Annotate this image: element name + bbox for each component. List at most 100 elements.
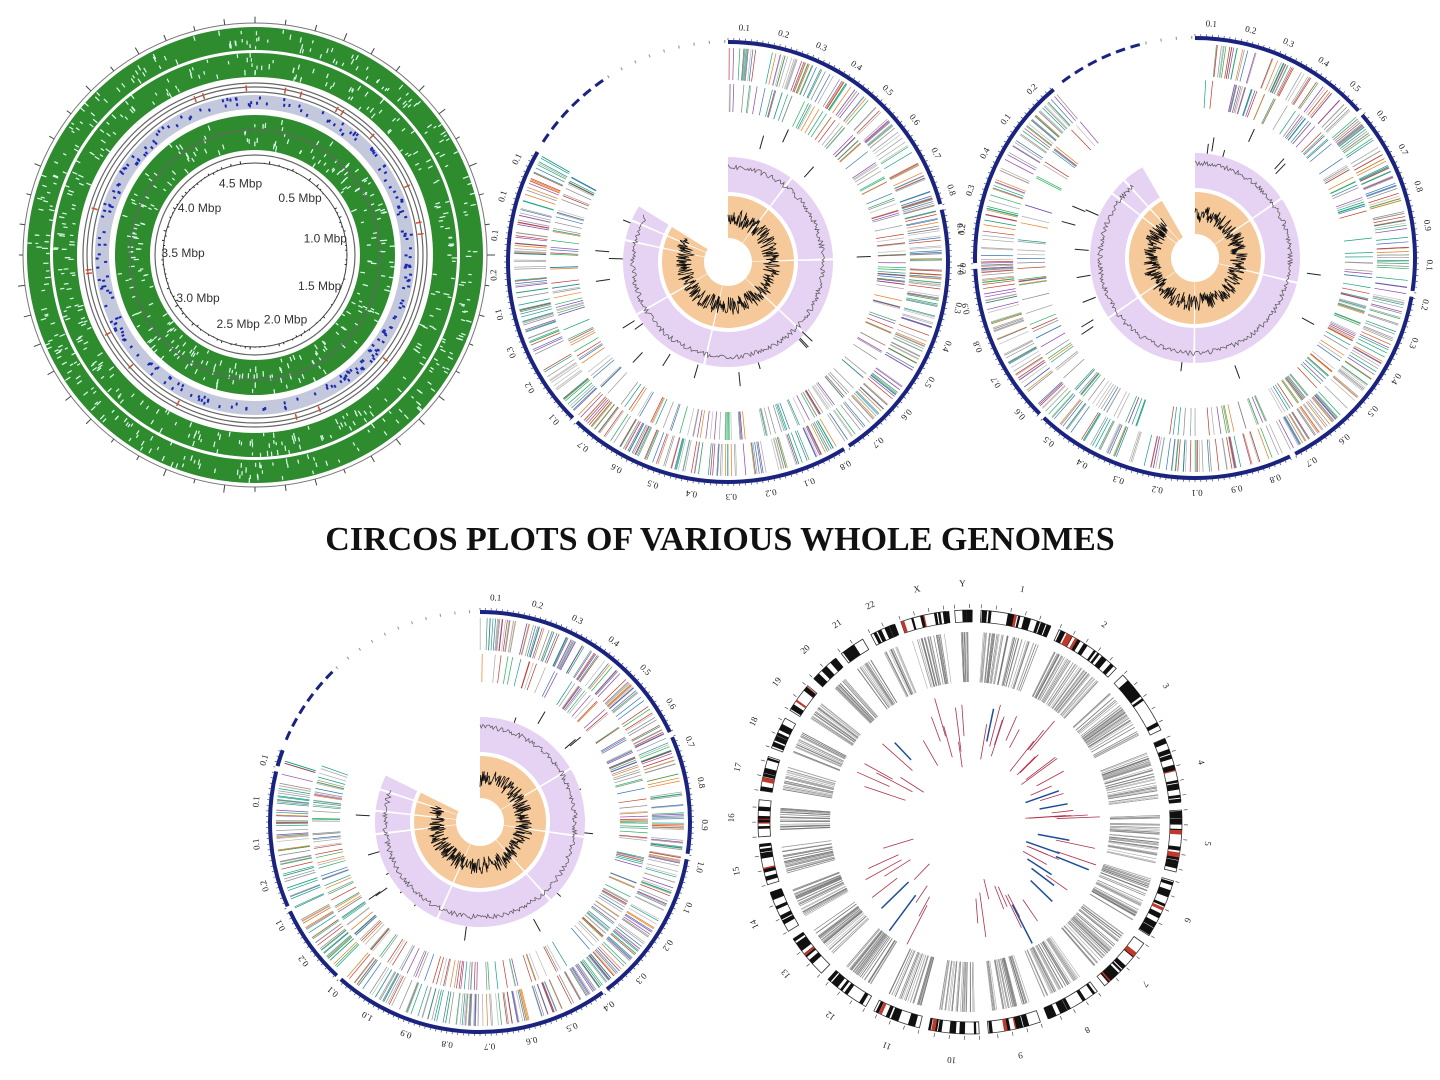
link-mark bbox=[1274, 158, 1285, 170]
feature-stripe bbox=[891, 341, 921, 357]
gene-stripe bbox=[461, 310, 466, 314]
feature-stripe bbox=[772, 404, 782, 432]
tick-label: 0.1 bbox=[273, 918, 287, 933]
scale-tick bbox=[569, 418, 572, 421]
feature-stripe bbox=[453, 960, 459, 989]
feature-stripe bbox=[550, 249, 579, 252]
blue-feature bbox=[332, 122, 336, 127]
scale-tick bbox=[328, 971, 331, 974]
density-stripe bbox=[824, 912, 864, 946]
gene-stripe bbox=[378, 109, 383, 114]
feature-stripe bbox=[1107, 424, 1122, 454]
band bbox=[1156, 888, 1170, 898]
gene-stripe bbox=[346, 185, 352, 190]
density-stripe bbox=[795, 876, 842, 898]
feature-stripe bbox=[314, 843, 342, 849]
density-stripe bbox=[1039, 657, 1065, 701]
tick-label: 0.3 bbox=[725, 492, 737, 502]
feature-stripe bbox=[1277, 67, 1293, 97]
density-stripe bbox=[996, 959, 1006, 1009]
scale-tick bbox=[1363, 112, 1366, 115]
feature-stripe bbox=[1220, 46, 1227, 78]
gene-stripe bbox=[365, 308, 371, 313]
feature-stripe bbox=[620, 381, 639, 405]
band bbox=[1127, 691, 1140, 702]
band bbox=[885, 1005, 894, 1019]
feature-stripe bbox=[556, 370, 583, 391]
gene-stripe bbox=[90, 112, 96, 117]
gene-stripe bbox=[379, 98, 385, 104]
gene-stripe bbox=[40, 317, 47, 321]
scale-tick bbox=[1397, 166, 1400, 168]
feature-stripe bbox=[313, 838, 342, 843]
gene-stripe bbox=[207, 125, 211, 131]
scale-tick bbox=[654, 941, 657, 944]
feature-stripe bbox=[410, 983, 423, 1015]
feature-stripe bbox=[996, 326, 1027, 340]
density-stripe bbox=[851, 931, 883, 971]
feature-stripe bbox=[619, 811, 648, 814]
gene-stripe bbox=[72, 222, 76, 225]
band bbox=[1158, 886, 1171, 894]
feature-stripe bbox=[595, 948, 618, 973]
band bbox=[937, 1019, 944, 1033]
feature-stripe bbox=[619, 835, 648, 839]
feature-stripe bbox=[1278, 419, 1294, 449]
density-stripe bbox=[1109, 825, 1160, 829]
feature-stripe bbox=[530, 179, 561, 193]
feature-stripe bbox=[1337, 204, 1365, 214]
scale-tick bbox=[900, 120, 903, 123]
band bbox=[815, 673, 828, 685]
scale-tick bbox=[796, 473, 798, 476]
feature-stripe bbox=[872, 214, 900, 223]
density-stripe bbox=[997, 959, 1009, 1009]
feature-stripe bbox=[1045, 339, 1070, 356]
density-stripe bbox=[988, 960, 996, 1011]
density-stripe bbox=[1073, 915, 1112, 950]
feature-stripe bbox=[1018, 361, 1046, 380]
feature-stripe bbox=[876, 233, 904, 239]
gene-stripe bbox=[155, 409, 160, 415]
feature-stripe bbox=[1281, 379, 1299, 403]
feature-stripe bbox=[624, 914, 652, 933]
feature-stripe bbox=[1063, 358, 1085, 379]
purple-track bbox=[705, 310, 804, 368]
feature-stripe bbox=[563, 971, 581, 1001]
feature-stripe bbox=[1376, 236, 1409, 241]
red-feature bbox=[294, 413, 298, 420]
density-stripe bbox=[1051, 667, 1082, 709]
density-stripe bbox=[1071, 917, 1109, 953]
feature-stripe bbox=[1332, 376, 1358, 398]
gene-stripe bbox=[399, 149, 403, 152]
gene-stripe bbox=[332, 58, 336, 64]
gene-stripe bbox=[213, 363, 217, 370]
tick-label: 0.1 bbox=[955, 222, 966, 235]
feature-stripe bbox=[514, 267, 547, 270]
feature-stripe bbox=[1024, 128, 1051, 149]
band bbox=[1090, 652, 1100, 664]
tick-label: 0.8 bbox=[440, 1039, 453, 1051]
density-stripe bbox=[1106, 851, 1156, 863]
scale-tick bbox=[631, 462, 633, 465]
density-stripe bbox=[964, 961, 967, 1012]
scale-tick bbox=[599, 996, 602, 999]
gene-stripe bbox=[358, 305, 363, 309]
gene-stripe bbox=[119, 399, 124, 404]
tick-label: 0.2 bbox=[258, 879, 271, 893]
density-stripe bbox=[1087, 719, 1131, 748]
blue-feature bbox=[376, 348, 381, 352]
feature-stripe bbox=[795, 430, 808, 461]
band bbox=[1162, 764, 1176, 772]
feature-stripe bbox=[588, 954, 610, 981]
feature-stripe bbox=[594, 404, 615, 430]
band bbox=[1086, 983, 1096, 995]
scale-tick bbox=[917, 1029, 920, 1034]
feature-stripe bbox=[807, 388, 824, 413]
tick-label: 0.6 bbox=[1375, 108, 1390, 123]
scale-tick bbox=[274, 760, 277, 763]
scale-tick bbox=[892, 410, 895, 413]
scale-tick bbox=[671, 729, 674, 732]
gc-skew bbox=[199, 329, 202, 331]
gene-stripe bbox=[41, 307, 48, 311]
density-stripe bbox=[792, 872, 840, 892]
